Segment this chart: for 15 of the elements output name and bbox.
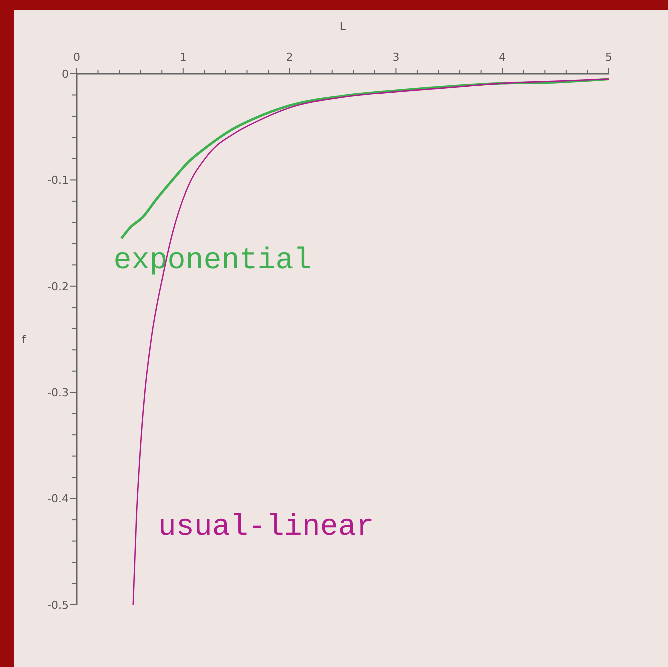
y-tick-label: -0.5 (48, 598, 69, 612)
y-tick-label: -0.2 (48, 280, 69, 294)
y-tick-label: -0.4 (48, 492, 69, 506)
y-tick-label: -0.3 (48, 386, 69, 400)
x-axis-title: L (340, 20, 347, 33)
x-tick-label: 0 (74, 51, 80, 64)
x-tick-label: 5 (606, 51, 612, 64)
x-tick-label: 3 (392, 51, 400, 64)
y-tick-label: -0.1 (48, 174, 69, 188)
series-label: usual-linear (158, 511, 374, 545)
y-tick-label: 0 (62, 68, 69, 81)
y-axis-title: f (22, 333, 28, 346)
x-tick-label: 1 (180, 51, 187, 64)
x-tick-label: 2 (286, 51, 294, 64)
x-tick-label: 4 (499, 51, 506, 64)
